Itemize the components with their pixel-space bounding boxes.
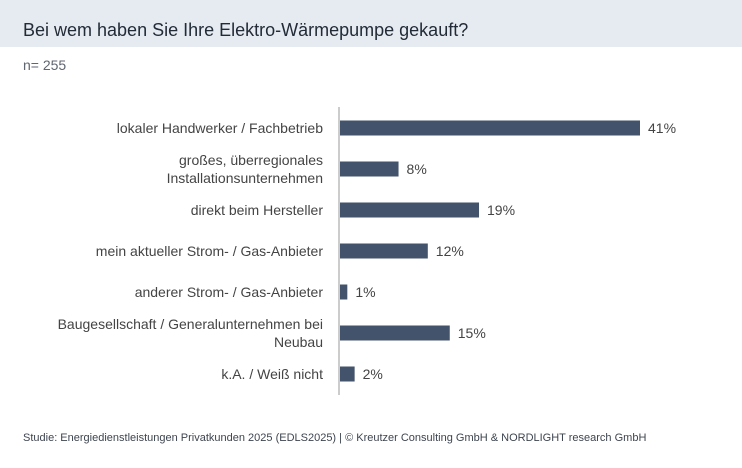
value-label-3: 19%: [487, 202, 515, 218]
chart-title: Bei wem haben Sie Ihre Elektro-Wärmepump…: [23, 20, 469, 40]
value-label-5: 1%: [355, 284, 375, 300]
category-label-2: großes, überregionales Installationsunter…: [167, 152, 323, 186]
value-label-6: 15%: [458, 325, 486, 341]
category-label-6: Baugesellschaft / Generalunternehmen bei…: [58, 316, 323, 350]
bar-7: [340, 366, 355, 382]
category-label-line: Baugesellschaft / Generalunternehmen bei: [58, 316, 323, 332]
category-label-line: großes, überregionales: [179, 152, 323, 168]
bar-4: [340, 243, 428, 259]
category-label-5: anderer Strom- / Gas-Anbieter: [135, 284, 324, 300]
category-label-4: mein aktueller Strom- / Gas-Anbieter: [96, 243, 324, 259]
category-label-line: lokaler Handwerker / Fachbetrieb: [117, 120, 323, 136]
value-label-1: 41%: [648, 120, 676, 136]
title-band: [0, 0, 742, 47]
bar-2: [340, 161, 399, 177]
category-label-line: k.A. / Weiß nicht: [221, 366, 323, 382]
bar-1: [340, 120, 640, 136]
bar-6: [340, 325, 450, 341]
category-label-line: Neubau: [274, 334, 323, 350]
value-label-4: 12%: [436, 243, 464, 259]
value-label-7: 2%: [363, 366, 383, 382]
category-label-1: lokaler Handwerker / Fachbetrieb: [117, 120, 323, 136]
bar-3: [340, 202, 480, 218]
source-note: Studie: Energiedienstleistungen Privatku…: [23, 432, 647, 444]
category-label-line: anderer Strom- / Gas-Anbieter: [135, 284, 324, 300]
sample-size: n= 255: [23, 57, 67, 73]
category-label-7: k.A. / Weiß nicht: [221, 366, 323, 382]
value-label-2: 8%: [407, 161, 427, 177]
category-label-line: direkt beim Hersteller: [191, 202, 324, 218]
category-label-line: mein aktueller Strom- / Gas-Anbieter: [96, 243, 324, 259]
category-label-3: direkt beim Hersteller: [191, 202, 324, 218]
bar-5: [340, 284, 348, 300]
category-label-line: Installationsunternehmen: [167, 170, 323, 186]
